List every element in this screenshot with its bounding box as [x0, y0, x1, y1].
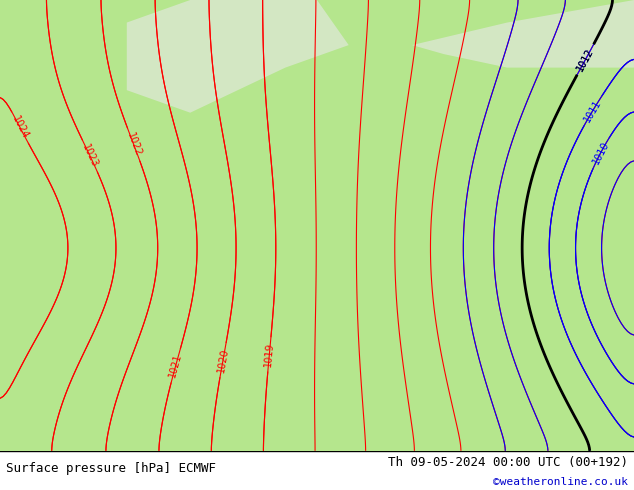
Text: 1011: 1011	[582, 98, 604, 123]
Text: 1021: 1021	[167, 352, 184, 379]
Text: 1024: 1024	[10, 114, 30, 141]
Polygon shape	[0, 0, 634, 451]
Text: ©weatheronline.co.uk: ©weatheronline.co.uk	[493, 477, 628, 487]
Text: 1012: 1012	[575, 47, 596, 73]
Text: 1020: 1020	[216, 347, 230, 373]
Text: Surface pressure [hPa] ECMWF: Surface pressure [hPa] ECMWF	[6, 462, 216, 475]
Text: 1023: 1023	[81, 143, 100, 169]
Text: 1022: 1022	[125, 131, 143, 158]
Polygon shape	[412, 0, 634, 68]
Text: 1010: 1010	[590, 140, 611, 166]
Polygon shape	[127, 0, 349, 113]
Text: Th 09-05-2024 00:00 UTC (00+192): Th 09-05-2024 00:00 UTC (00+192)	[387, 456, 628, 469]
Text: 1019: 1019	[263, 342, 275, 367]
Text: 1012: 1012	[575, 47, 596, 73]
